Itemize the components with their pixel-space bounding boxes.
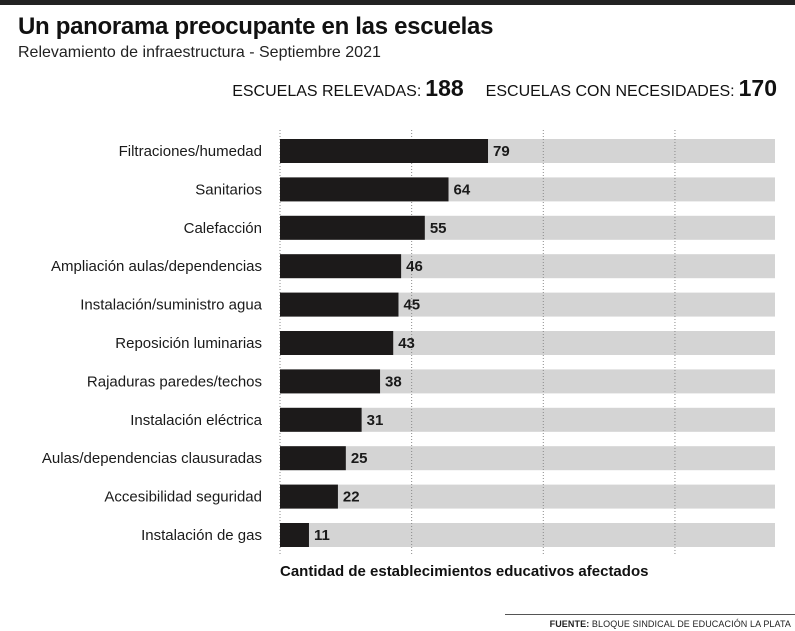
bar: [280, 215, 425, 240]
bar: [280, 292, 399, 317]
stat-surveyed-value: 188: [425, 75, 464, 101]
chart-subtitle: Relevamiento de infraestructura - Septie…: [18, 44, 381, 61]
bar: [280, 331, 394, 355]
value-label: 45: [403, 297, 420, 314]
source-rule: [505, 614, 795, 615]
value-label: 46: [406, 258, 423, 275]
bar: [280, 523, 309, 547]
stat-surveyed-label: ESCUELAS RELEVADAS:: [232, 83, 422, 100]
bar: [280, 254, 402, 279]
bar: [280, 139, 489, 163]
value-label: 64: [454, 181, 471, 198]
category-label: Aulas/dependencias clausuradas: [42, 450, 262, 467]
source-text: BLOQUE SINDICAL DE EDUCACIÓN LA PLATA: [591, 619, 791, 629]
category-label: Rajaduras paredes/techos: [87, 373, 262, 390]
chart-title: Un panorama preocupante en las escuelas: [18, 13, 494, 40]
value-label: 55: [430, 220, 447, 237]
value-label: 38: [385, 373, 402, 390]
bar-track: [280, 523, 775, 547]
bar-track: [280, 407, 775, 432]
stat-surveyed: ESCUELAS RELEVADAS: 188: [232, 75, 463, 102]
category-label: Reposición luminarias: [115, 335, 262, 352]
bar: [280, 446, 346, 471]
stat-needs: ESCUELAS CON NECESIDADES: 170: [486, 75, 777, 102]
value-label: 11: [314, 527, 330, 544]
top-rule: [0, 0, 795, 5]
category-label: Instalación eléctrica: [130, 412, 262, 429]
bar: [280, 407, 362, 432]
stats-summary: ESCUELAS RELEVADAS: 188 ESCUELAS CON NECE…: [232, 75, 777, 102]
source-label: FUENTE:: [549, 619, 590, 629]
category-label: Calefacción: [184, 220, 262, 237]
category-label: Accesibilidad seguridad: [104, 489, 262, 506]
category-label: Sanitarios: [195, 181, 262, 198]
value-label: 79: [493, 143, 510, 160]
source-note: FUENTE: BLOQUE SINDICAL DE EDUCACIÓN LA …: [550, 619, 791, 629]
value-label: 25: [351, 450, 368, 467]
value-label: 22: [343, 489, 360, 506]
category-label: Filtraciones/humedad: [119, 143, 262, 160]
value-label: 31: [367, 412, 384, 429]
stat-needs-label: ESCUELAS CON NECESIDADES:: [485, 83, 735, 100]
category-label: Ampliación aulas/dependencias: [51, 258, 262, 275]
value-label: 43: [398, 335, 415, 352]
bar: [280, 484, 338, 509]
category-label: Instalación/suministro agua: [80, 297, 262, 314]
x-axis-label: Cantidad de establecimientos educativos …: [280, 563, 649, 580]
stat-needs-value: 170: [738, 75, 777, 101]
bar: [280, 177, 449, 202]
bar-track: [280, 446, 775, 471]
category-label: Instalación de gas: [141, 527, 262, 544]
bar: [280, 369, 381, 394]
bar-track: [280, 484, 775, 509]
